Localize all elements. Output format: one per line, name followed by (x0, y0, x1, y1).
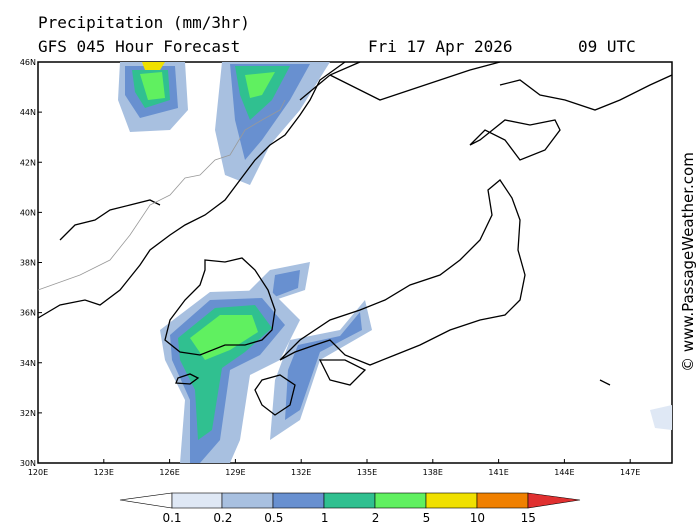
forecast: GFS 045 Hour Forecast (38, 37, 240, 56)
colorbar (119, 492, 581, 509)
lat-label: 40N (20, 208, 36, 217)
lat-label: 32N (20, 409, 36, 418)
lat-label: 42N (20, 158, 36, 167)
coastlines (37, 61, 673, 416)
lon-label: 144E (554, 468, 574, 477)
legend-label: 15 (521, 511, 536, 525)
lon-label: 123E (94, 468, 114, 477)
precipitation (118, 62, 672, 463)
lon-label: 141E (488, 468, 508, 477)
legend-label: 1 (321, 511, 329, 525)
lat-label: 36N (20, 309, 36, 318)
map (37, 61, 673, 464)
title: Precipitation (mm/3hr) (38, 13, 250, 32)
lat-label: 38N (20, 259, 36, 268)
lon-label: 129E (225, 468, 245, 477)
legend-label: 5 (423, 511, 431, 525)
legend-label: 10 (470, 511, 485, 525)
lon-label: 135E (357, 468, 377, 477)
lon-label: 147E (620, 468, 640, 477)
lat-label: 44N (20, 108, 36, 117)
lon-label: 138E (423, 468, 443, 477)
legend-label: 0.5 (264, 511, 283, 525)
lat-label: 34N (20, 359, 36, 368)
legend-label: 2 (372, 511, 380, 525)
date: Fri 17 Apr 2026 (368, 37, 513, 56)
lon-label: 126E (159, 468, 179, 477)
time: 09 UTC (578, 37, 636, 56)
credit: © www.PassageWeather.com (679, 152, 697, 372)
lon-label: 132E (291, 468, 311, 477)
lat-label: 30N (20, 459, 36, 468)
lat-label: 46N (20, 58, 36, 67)
legend-label: 0.1 (162, 511, 181, 525)
lon-label: 120E (28, 468, 48, 477)
legend-label: 0.2 (213, 511, 232, 525)
